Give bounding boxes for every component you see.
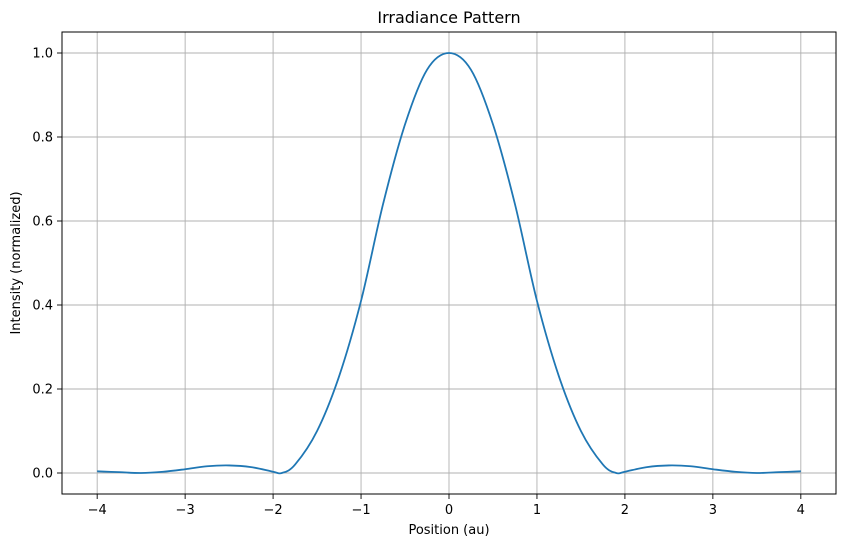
x-tick-label: 1 [533,503,541,518]
y-tick-label: 0.2 [32,383,53,398]
y-tick-label: 1.0 [32,47,53,62]
grid [62,32,836,494]
x-tick-label: −4 [88,503,107,518]
x-tick-label: 2 [621,503,629,518]
x-tick-label: 4 [797,503,805,518]
y-tick-label: 0.0 [32,467,53,482]
chart-title: Irradiance Pattern [377,8,520,27]
y-tick-label: 0.8 [32,131,53,146]
axis-ticks: −4 −3 −2 −1 0 1 2 3 4 0.0 0.2 0.4 0.6 0.8 1.0 [32,47,805,519]
x-tick-label: −1 [351,503,370,518]
y-tick-label: 0.4 [32,299,53,314]
series-layer [97,52,801,475]
x-tick-label: −3 [176,503,195,518]
y-tick-label: 0.6 [32,215,53,230]
series-line [97,52,801,475]
x-axis-label: Position (au) [408,523,489,538]
x-tick-label: 0 [445,503,453,518]
x-tick-label: −2 [264,503,283,518]
y-axis-label: Intensity (normalized) [9,191,24,334]
x-tick-label: 3 [709,503,717,518]
